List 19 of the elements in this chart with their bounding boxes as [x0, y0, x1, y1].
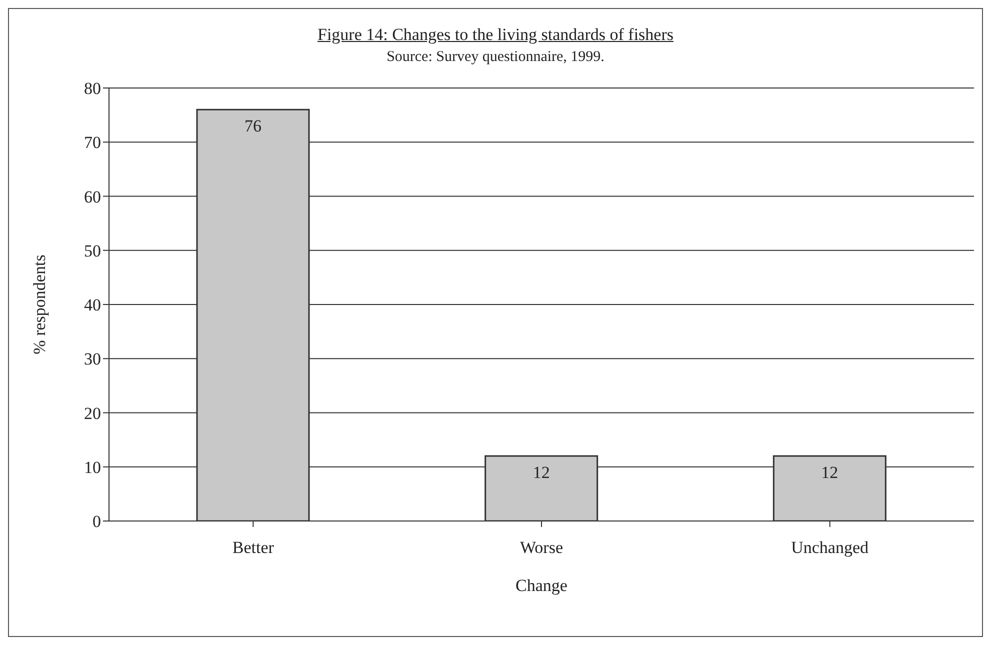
y-tick-label: 40 [84, 296, 101, 315]
x-tick-label: Unchanged [791, 538, 870, 558]
y-tick-label: 20 [84, 404, 101, 423]
y-tick-label: 0 [92, 512, 101, 532]
chart-title: Figure 14: Changes to the living standards of fishers [316, 25, 674, 45]
y-axis-title: % respondents [30, 254, 50, 354]
data-label: 12 [532, 463, 550, 482]
y-tick-label: 30 [84, 350, 101, 369]
y-tick-label: 10 [84, 458, 101, 477]
data-label: 76 [244, 116, 262, 136]
x-tick-label: Worse [520, 538, 564, 558]
chart-subtitle: Source: Survey questionnaire, 1999. [386, 49, 606, 66]
y-tick-label: 50 [84, 241, 101, 260]
x-tick-label: Better [232, 538, 274, 558]
x-axis-title: Change [516, 576, 568, 595]
y-tick-label: 60 [84, 187, 101, 206]
y-tick-label: 70 [84, 133, 101, 152]
y-tick-label: 80 [84, 79, 101, 98]
data-label: 12 [821, 463, 838, 482]
